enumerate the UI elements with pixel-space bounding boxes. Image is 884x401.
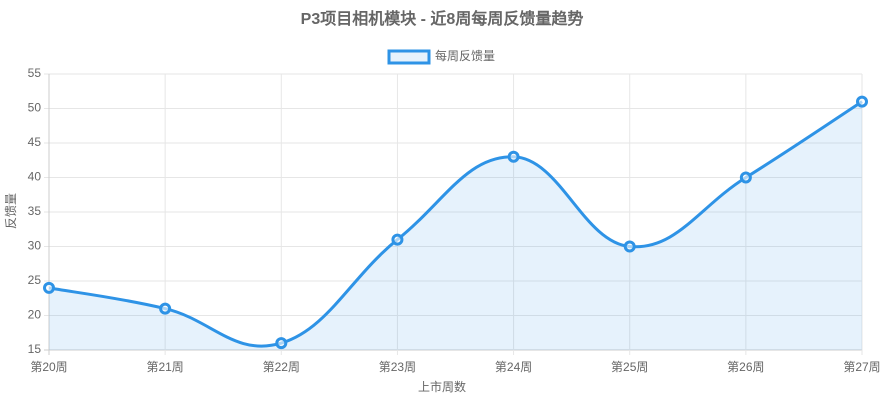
point	[391, 233, 404, 246]
point	[507, 150, 520, 163]
x-tick-label: 第27周	[843, 360, 880, 374]
x-tick-label: 第25周	[611, 360, 648, 374]
y-tick-label: 25	[28, 273, 42, 287]
x-tick-label: 第26周	[727, 360, 764, 374]
point	[856, 95, 868, 108]
line	[48, 100, 863, 348]
y-tick-label: 20	[28, 308, 42, 322]
x-tick-label: 第21周	[146, 360, 183, 374]
legend-label: 每周反馈量	[435, 48, 495, 63]
y-tick-label: 45	[28, 135, 42, 149]
point	[43, 281, 55, 294]
y-tick-label: 55	[28, 66, 42, 80]
x-tick-label: 第20周	[30, 360, 67, 374]
y-tick-label: 30	[28, 239, 42, 253]
y-tick-label: 35	[28, 204, 42, 218]
point	[739, 171, 752, 184]
x-axis-title: 上市周数	[418, 379, 466, 394]
point	[275, 337, 288, 350]
x-tick-label: 第24周	[495, 360, 532, 374]
y-axis-title: 反馈量	[4, 193, 18, 229]
point	[623, 240, 636, 253]
y-tick-label: 40	[28, 170, 42, 184]
x-tick-label: 第23周	[379, 360, 416, 374]
y-tick-label: 15	[28, 342, 42, 356]
x-tick-label: 第22周	[263, 360, 300, 374]
point	[159, 302, 172, 315]
legend-swatch	[387, 49, 431, 65]
y-tick-label: 50	[28, 101, 42, 115]
area	[49, 101, 862, 350]
chart-title: P3项目相机模块 - 近8周每周反馈量趋势	[301, 9, 584, 28]
